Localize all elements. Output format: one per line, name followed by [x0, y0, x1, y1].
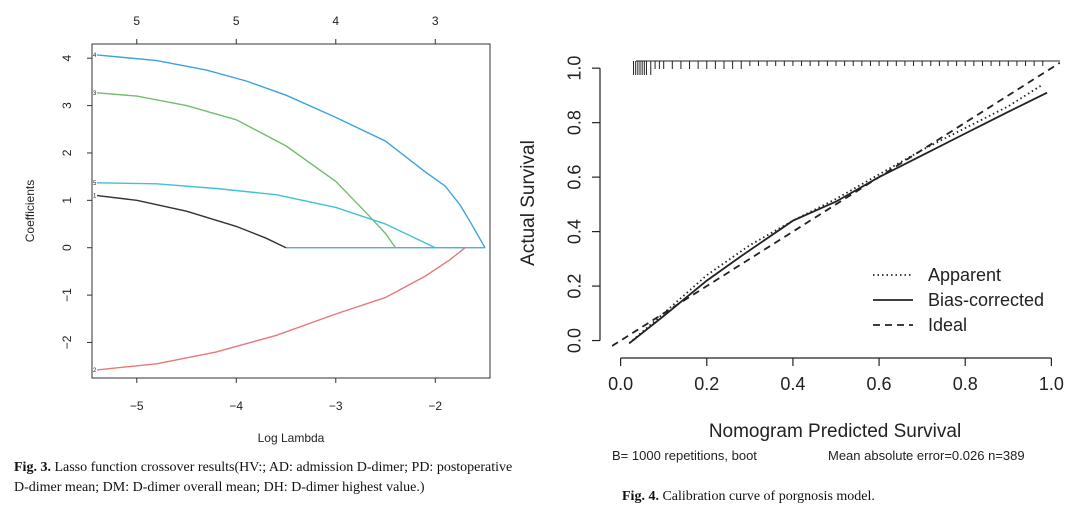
figure3-caption-label: Fig. 3.	[14, 460, 51, 475]
path-label-4: 4	[93, 53, 97, 59]
x-tick-label: 0.2	[694, 374, 719, 394]
y-tick-label: −1	[60, 288, 74, 302]
y-tick-label: 0.2	[565, 274, 585, 299]
path-label-5: 5	[93, 181, 97, 187]
figure3-caption: Fig. 3. Lasso function crossover results…	[14, 458, 514, 498]
y-axis-label: Actual Survival	[518, 140, 539, 266]
x-tick-label: −2	[428, 399, 442, 413]
x-axis-label: Nomogram Predicted Survival	[709, 421, 961, 442]
calibration-lines	[612, 61, 1060, 347]
top-tick-label: 3	[432, 14, 439, 28]
lasso-chart: −5 −4 −3 −2 5 5 4 3 −2 −1 0 1 2 3 4 Log Lambda Coefficie…	[23, 14, 491, 445]
coefficient-path-1	[96, 194, 287, 249]
x-tick-label: 0.4	[780, 374, 805, 394]
y-tick-label: 4	[60, 55, 74, 62]
coefficient-path-3	[96, 92, 397, 249]
figure4-caption-label: Fig. 4.	[622, 489, 659, 504]
y-tick-label: 1	[60, 197, 74, 204]
top-tick-label: 5	[133, 14, 140, 28]
figure4-caption: Fig. 4. Calibration curve of porgnosis m…	[622, 487, 1062, 507]
y-tick-label: 0.4	[565, 219, 585, 244]
top-tick-label: 5	[233, 14, 240, 28]
coefficient-path-4	[96, 54, 486, 249]
plot-frame	[91, 43, 491, 379]
calibration-footnote-right: Mean absolute error=0.026 n=389	[828, 448, 1025, 463]
y-tick-label: 0.8	[565, 110, 585, 135]
legend-entry: Bias-corrected	[928, 290, 1044, 310]
calibration-chart: 0.0 0.2 0.4 0.6 0.8 1.0 0.0 0.2 0.4 0.6 0.8 1.0 Nomo…	[518, 56, 1064, 442]
legend-entry: Apparent	[928, 265, 1001, 285]
y-tick-label: 0	[60, 244, 74, 251]
y-tick-label: 0.6	[565, 165, 585, 190]
x-tick-label: 0.6	[867, 374, 892, 394]
path-label-1: 1	[93, 194, 97, 200]
y-tick-label: 1.0	[565, 56, 585, 81]
x-tick-label: 1.0	[1039, 374, 1064, 394]
y-tick-label: 2	[60, 149, 74, 156]
y-axis-label: Coefficients	[23, 180, 37, 242]
coefficient-path-2	[96, 247, 466, 371]
legend-entry: Ideal	[928, 315, 967, 335]
y-tick-label: 3	[60, 102, 74, 109]
x-tick-label: 0.0	[608, 374, 633, 394]
x-tick-label: −4	[229, 399, 243, 413]
path-label-3: 3	[93, 91, 97, 97]
x-tick-label: −5	[130, 399, 144, 413]
figure4-caption-text: Calibration curve of porgnosis model.	[662, 489, 875, 504]
y-tick-label: −2	[60, 335, 74, 349]
x-tick-label: 0.8	[953, 374, 978, 394]
coefficient-path-5	[96, 182, 436, 249]
series-ideal	[612, 61, 1060, 347]
x-tick-label: −3	[329, 399, 343, 413]
calibration-footnote-left: B= 1000 repetitions, boot	[612, 448, 757, 463]
top-tick-label: 4	[332, 14, 339, 28]
figure3-caption-text: Lasso function crossover results(HV:; AD…	[14, 460, 513, 495]
series-bias-corrected	[628, 91, 1048, 345]
path-label-2: 2	[93, 368, 97, 374]
x-axis-label: Log Lambda	[258, 431, 325, 445]
y-tick-label: 0.0	[565, 328, 585, 353]
